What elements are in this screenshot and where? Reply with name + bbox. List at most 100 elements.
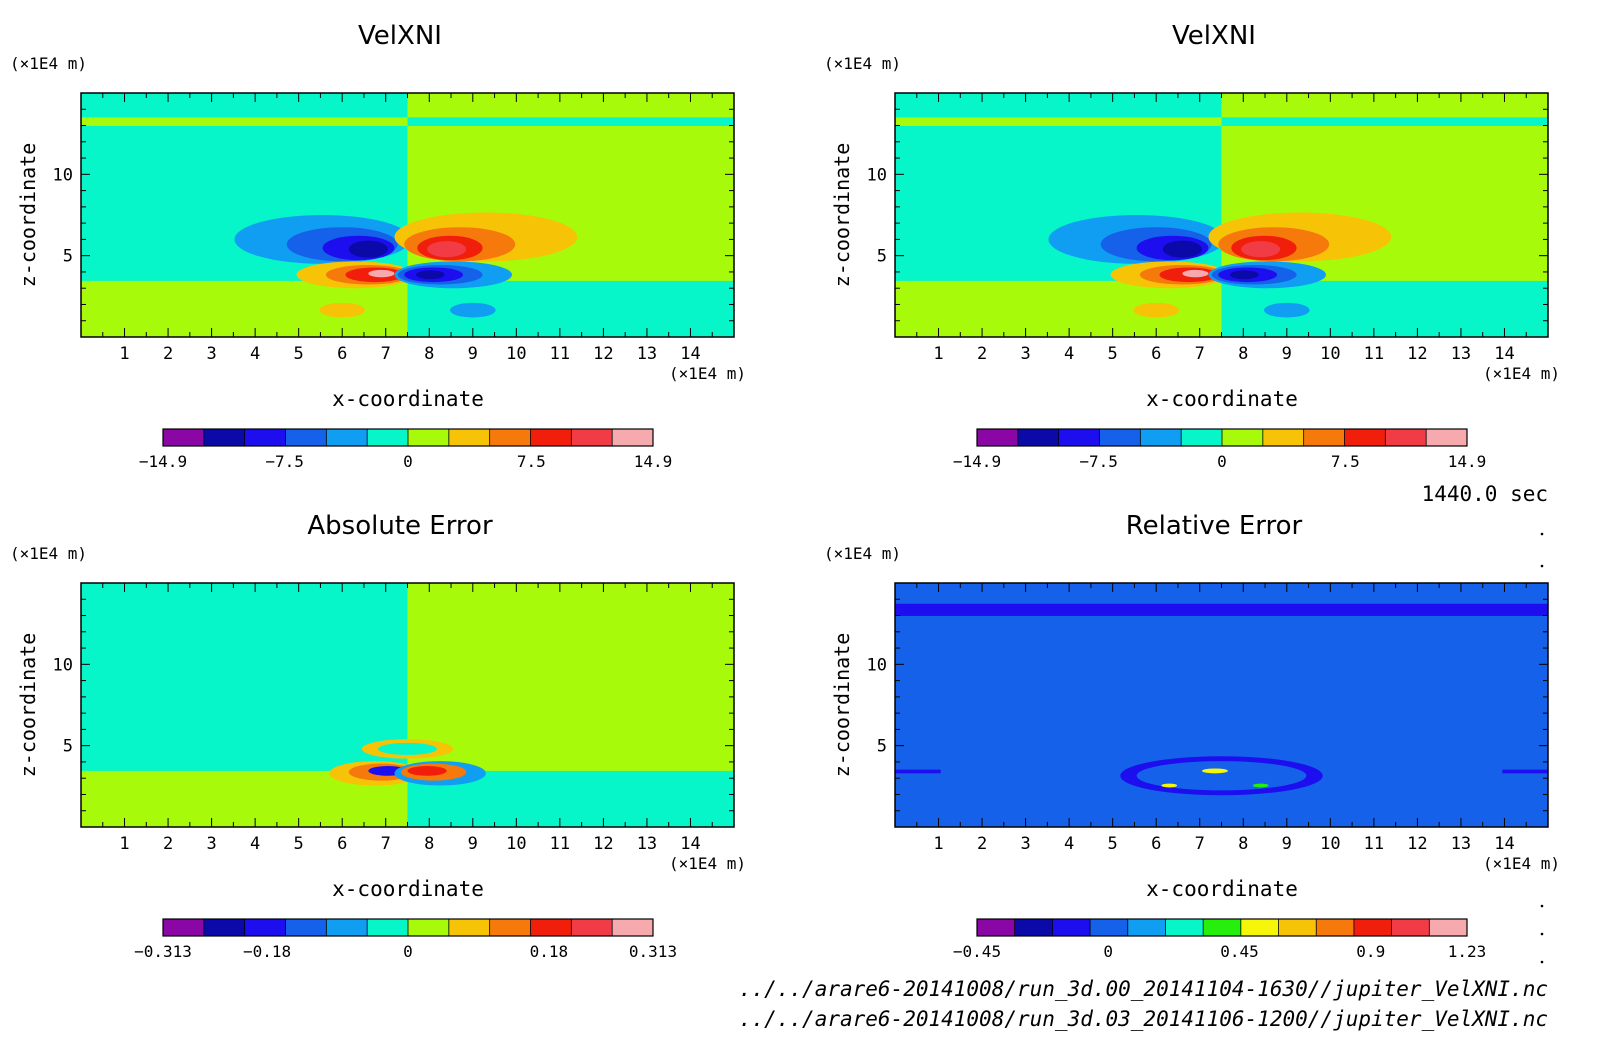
x-tick-label: 14 — [1494, 834, 1514, 854]
colorbar-swatch — [489, 919, 531, 936]
x-tick-label: 14 — [680, 344, 700, 364]
x-tick-label: 6 — [1151, 344, 1161, 364]
lobe-left-core — [348, 240, 388, 258]
band-top-left — [81, 117, 408, 126]
x-unit-label: (×1E4 m) — [1483, 854, 1560, 873]
time-label: 1440.0 sec — [1422, 482, 1548, 506]
colorbar-swatch — [163, 919, 205, 936]
x-tick-label: 1 — [933, 834, 943, 854]
colorbar: −0.313 −0.18 0 0.18 0.313 — [134, 918, 677, 961]
x-tick-label: 14 — [680, 834, 700, 854]
x-tick-label: 5 — [1108, 834, 1118, 854]
low-left-core — [1182, 269, 1209, 278]
band-top-left — [895, 117, 1222, 126]
colorbar-label: 0 — [403, 942, 413, 961]
x-tick-label: 9 — [468, 834, 478, 854]
z-unit-label: (×1E4 m) — [824, 54, 901, 73]
colorbar-swatch — [1344, 429, 1386, 446]
x-tick-label: 9 — [1282, 834, 1292, 854]
colorbar-swatch — [163, 429, 205, 446]
colorbar-swatch — [367, 919, 409, 936]
x-tick-label: 8 — [1238, 834, 1248, 854]
x-tick-label: 2 — [977, 344, 987, 364]
colorbar-label: 0.45 — [1220, 942, 1259, 961]
colorbar-label: 14.9 — [1448, 452, 1487, 471]
colorbar-swatch — [203, 429, 246, 446]
err-right-core — [407, 766, 447, 776]
colorbar-swatch — [1385, 429, 1427, 446]
x-tick-label: 10 — [506, 834, 526, 854]
z-tick-label: 5 — [877, 247, 887, 267]
x-tick-label: 4 — [250, 344, 260, 364]
x-tick-label: 2 — [977, 834, 987, 854]
x-tick-label: 13 — [1451, 834, 1471, 854]
colorbar-swatch — [448, 429, 491, 446]
colorbar: −0.45 0 0.45 0.9 1.23 — [953, 918, 1487, 961]
x-tick-label: 4 — [1064, 834, 1074, 854]
x-tick-label: 5 — [294, 834, 304, 854]
x-tick-label: 2 — [163, 834, 173, 854]
colorbar-swatch — [530, 429, 572, 446]
bottom-right-blob — [449, 302, 496, 318]
colorbar-swatch — [489, 429, 531, 446]
colorbar-swatch — [1140, 429, 1182, 446]
x-axis-label: x-coordinate — [332, 877, 484, 901]
x-tick-label: 8 — [424, 834, 434, 854]
x-tick-label: 3 — [206, 344, 216, 364]
colorbar-swatch — [1052, 919, 1091, 936]
panel-title: VelXNI — [1172, 21, 1256, 51]
bottom-left-blob — [1133, 302, 1180, 318]
colorbar-label: −7.5 — [1079, 452, 1118, 471]
colorbar-label: 7.5 — [517, 452, 546, 471]
colorbar-swatch — [1240, 919, 1280, 936]
colorbar-swatch — [326, 919, 368, 936]
x-tick-label: 3 — [206, 834, 216, 854]
colorbar-swatch — [977, 919, 1016, 936]
colorbar-swatch — [408, 429, 450, 446]
colorbar-label: −14.9 — [139, 452, 187, 471]
colorbar-swatch — [1262, 429, 1305, 446]
panel-title: Absolute Error — [307, 511, 493, 541]
x-tick-label: 8 — [1238, 344, 1248, 364]
z-tick-label: 10 — [53, 165, 73, 185]
colorbar-label: −0.313 — [134, 942, 192, 961]
x-tick-label: 4 — [250, 834, 260, 854]
colorbar-label: 1.23 — [1448, 942, 1487, 961]
dotted-marks — [1540, 532, 1544, 964]
colorbar-swatch — [1181, 429, 1223, 446]
x-axis-label: x-coordinate — [332, 387, 484, 411]
colorbar-swatch — [326, 429, 368, 446]
x-tick-label: 7 — [381, 834, 391, 854]
z-axis-label: z-coordinate — [830, 143, 854, 288]
x-tick-label: 8 — [424, 344, 434, 364]
low-left-core — [368, 269, 395, 278]
low-right-core — [415, 270, 445, 280]
thin-left — [895, 769, 941, 774]
colorbar-swatch — [1014, 919, 1053, 936]
colorbar-swatch — [367, 429, 409, 446]
colorbar-swatch — [1203, 919, 1242, 936]
colorbar-swatch — [612, 429, 654, 446]
colorbar: −14.9 −7.5 0 7.5 14.9 — [139, 428, 672, 471]
x-tick-label: 11 — [550, 834, 570, 854]
rel-spot-1 — [1201, 768, 1229, 774]
x-tick-label: 13 — [1451, 344, 1471, 364]
z-tick-label: 5 — [63, 737, 73, 757]
x-tick-label: 1 — [119, 834, 129, 854]
lobe-right-core — [1241, 241, 1281, 258]
x-tick-label: 5 — [294, 344, 304, 364]
colorbar-swatch — [1353, 919, 1393, 936]
band-top-right — [407, 117, 734, 126]
band-top-right — [1221, 117, 1548, 126]
x-axis-label: x-coordinate — [1146, 877, 1298, 901]
colorbar-swatch — [612, 919, 654, 936]
colorbar: −14.9 −7.5 0 7.5 14.9 — [953, 428, 1487, 471]
field-image — [81, 93, 734, 337]
colorbar-label: 0 — [1217, 452, 1227, 471]
z-tick-label: 10 — [867, 655, 887, 675]
file-path-2: ../../arare6-20141008/run_3d.03_20141106… — [739, 1007, 1548, 1031]
panel-4: Relative Error(×1E4 m)1 2 3 4 5 6 7 8 9 10 11 12 13 1… — [824, 511, 1560, 961]
panel-title: VelXNI — [358, 21, 442, 51]
z-tick-label: 5 — [63, 247, 73, 267]
